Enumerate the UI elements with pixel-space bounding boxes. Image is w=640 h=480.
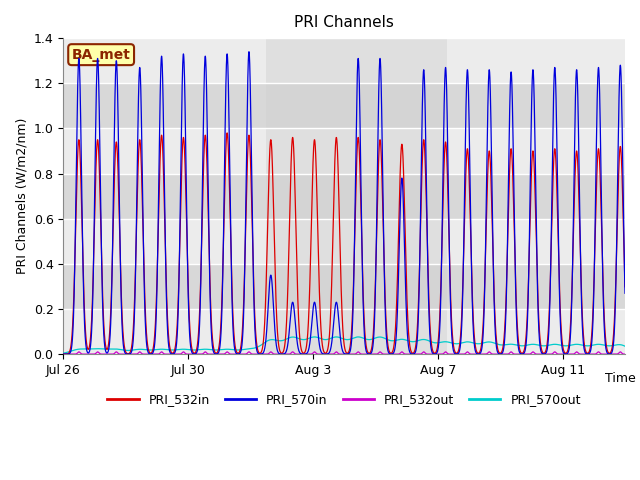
X-axis label: Time: Time (605, 372, 636, 384)
Legend: PRI_532in, PRI_570in, PRI_532out, PRI_570out: PRI_532in, PRI_570in, PRI_532out, PRI_57… (102, 388, 586, 411)
Bar (63, 174, 625, 219)
Bar (266, 38, 447, 354)
Bar (63, 83, 625, 129)
Text: BA_met: BA_met (72, 48, 131, 61)
Title: PRI Channels: PRI Channels (294, 15, 394, 30)
Bar (63, 264, 625, 309)
Y-axis label: PRI Channels (W/m2/nm): PRI Channels (W/m2/nm) (15, 118, 28, 274)
